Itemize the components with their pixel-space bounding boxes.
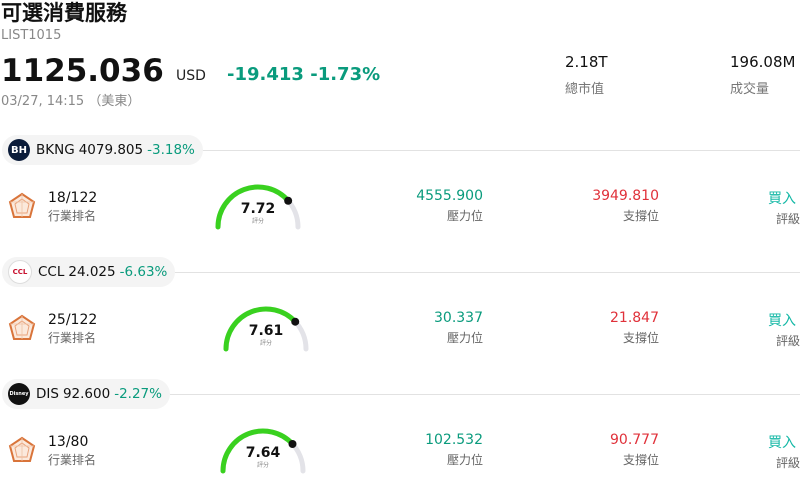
divider [170,150,800,151]
support-value: 90.777 [610,432,659,448]
page-title: 可選消費服務 [1,1,127,25]
index-code: LIST1015 [1,28,62,43]
market-cap-label: 總市值 [565,82,605,97]
rating-label: 評級 [776,334,800,348]
score-gauge: 7.61 評分 [223,306,309,352]
logo-text: CCL [12,268,28,276]
stock-price: 24.025 [68,264,116,280]
rating-value[interactable]: 買入 [768,435,796,451]
stock-symbol: BKNG [36,142,75,158]
stock-symbol: CCL [38,264,65,280]
currency-label: USD [176,68,206,84]
industry-rank-label: 行業排名 [48,331,97,345]
change-value: -19.413 [227,64,304,85]
score-label: 評分 [260,339,272,347]
resistance-label: 壓力位 [447,331,484,345]
price-change: -19.413 -1.73% [227,64,380,85]
resistance-label: 壓力位 [447,209,484,223]
gauge-fill [223,306,298,352]
support-value: 21.847 [610,310,659,326]
stock-chip[interactable]: CCL CCL 24.025 -6.63% [2,257,176,287]
industry-rank-value: 13/80 [48,434,89,450]
market-cap-value: 2.18T [565,53,608,71]
gauge-pointer [291,317,300,326]
divider [170,272,800,273]
timestamp: 03/27, 14:15 （美東） [1,94,141,109]
logo-text: Disney [9,391,29,397]
rank-pentagon-icon [8,436,36,462]
rank-pentagon-icon [8,192,36,218]
stock-symbol: DIS [36,386,59,402]
support-label: 支撐位 [623,331,660,345]
industry-rank-value: 18/122 [48,190,98,206]
index-price: 1125.036 [1,53,164,89]
score-gauge: 7.64 評分 [220,428,306,474]
rating-label: 評級 [776,212,800,226]
resistance-value: 4555.900 [416,188,483,204]
stock-change-percent: -6.63% [119,264,168,280]
industry-rank-value: 25/122 [48,312,98,328]
resistance-value: 102.532 [425,432,483,448]
industry-rank-label: 行業排名 [48,209,97,223]
company-logo-icon: BH [8,139,30,161]
resistance-label: 壓力位 [447,453,484,467]
score-gauge: 7.72 評分 [215,184,301,230]
gauge-pointer [284,196,293,205]
company-logo-icon: CCL [8,260,32,284]
divider [170,394,800,395]
logo-text: BH [11,144,27,156]
score-label: 評分 [252,217,264,225]
support-label: 支撐位 [623,453,660,467]
gauge-pointer [288,439,297,448]
gauge-fill [215,184,291,230]
rating-value[interactable]: 買入 [768,191,796,207]
gauge-fill [220,428,295,474]
score-label: 評分 [257,461,269,469]
stock-change-percent: -3.18% [147,142,195,158]
score-value: 7.61 [249,323,284,339]
volume-value: 196.08M [730,53,796,71]
score-value: 7.72 [241,201,276,217]
stock-change-percent: -2.27% [114,386,162,402]
stock-chip[interactable]: BH BKNG 4079.805 -3.18% [2,135,203,165]
resistance-value: 30.337 [434,310,483,326]
score-value: 7.64 [246,445,281,461]
industry-rank-label: 行業排名 [48,453,97,467]
volume-label: 成交量 [730,82,770,97]
rating-value[interactable]: 買入 [768,313,796,329]
support-value: 3949.810 [592,188,659,204]
rank-pentagon-icon [8,314,36,340]
company-logo-icon: Disney [8,383,30,405]
stock-price: 4079.805 [78,142,144,158]
stock-chip[interactable]: Disney DIS 92.600 -2.27% [2,379,170,409]
change-percent: -1.73% [310,64,381,85]
support-label: 支撐位 [623,209,660,223]
rating-label: 評級 [776,456,800,470]
stock-price: 92.600 [62,386,111,402]
